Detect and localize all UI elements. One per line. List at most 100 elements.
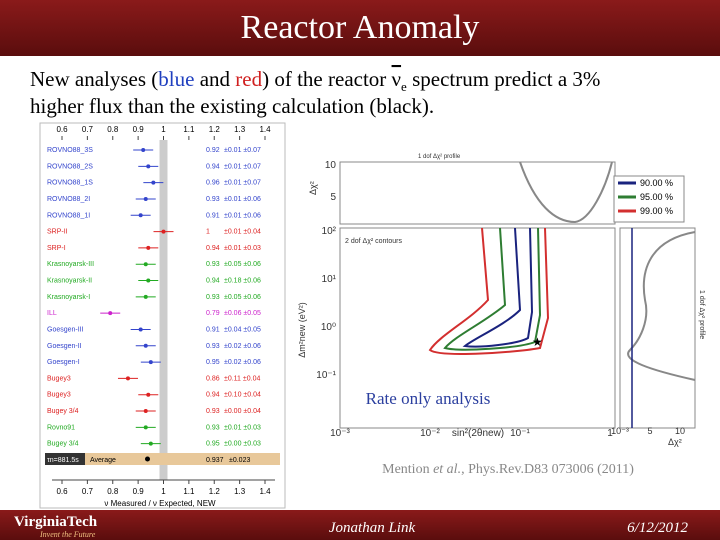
- row-value: 0.86: [206, 375, 220, 382]
- average-value: 0.937: [206, 457, 224, 464]
- profile-curve: [627, 231, 696, 381]
- panel-label: 2 dof Δχ² contours: [345, 238, 402, 245]
- row-value: 0.94: [206, 163, 220, 170]
- body-text: blue: [158, 67, 194, 91]
- x-tick-label: 1: [607, 428, 613, 439]
- data-point: [138, 327, 143, 332]
- plot-frame: [619, 227, 696, 429]
- legend-label: 95.00 %: [640, 192, 673, 202]
- data-point: [146, 245, 151, 250]
- x-axis-label: ν Measured / ν Expected, NEW: [104, 499, 216, 508]
- y-tick-label: 10⁻¹: [316, 370, 336, 381]
- data-point: [143, 294, 148, 299]
- footer-tagline: Invent the Future: [39, 530, 96, 539]
- body-text: higher flux than the existing calculatio…: [30, 94, 376, 118]
- data-point: [143, 425, 148, 430]
- data-point: [141, 148, 146, 152]
- data-point: [143, 343, 148, 348]
- row-value: 0.93: [206, 196, 220, 203]
- row-value: 0.95: [206, 441, 220, 448]
- x-tick-label: 1: [161, 487, 166, 496]
- footer-logo: VirginiaTech: [14, 514, 98, 530]
- row-name: ROVNO88_2S: [47, 163, 93, 170]
- panel-title: 1 dof Δχ² profile: [418, 154, 461, 160]
- data-point: [143, 196, 148, 201]
- data-point: [151, 180, 156, 185]
- body-line-1: New analyses (blue and red) of the react…: [30, 67, 600, 94]
- row-errors: ±0.05 ±0.06: [224, 261, 261, 268]
- x-tick-label: 0.7: [82, 125, 94, 134]
- x-tick-label: 1.1: [183, 487, 195, 496]
- data-point: [161, 229, 166, 234]
- body-text: and: [194, 67, 235, 91]
- data-point: [146, 164, 151, 169]
- data-point: [108, 311, 113, 316]
- row-name: SRP-I: [47, 245, 66, 252]
- row-name: ILL: [47, 310, 57, 317]
- tau-label: τn=881.5s: [47, 457, 79, 464]
- row-name: Goesgen-I: [47, 359, 80, 366]
- x-tick-label: 0.7: [82, 487, 94, 496]
- body-text: black: [376, 94, 422, 118]
- body-text: New analyses (: [30, 67, 158, 91]
- x-tick-label: 0.9: [133, 487, 145, 496]
- x-tick-label: 1.4: [259, 487, 271, 496]
- average-band: [45, 453, 280, 465]
- x-tick-label: 1.4: [259, 125, 271, 134]
- chi-label: Δχ²: [308, 181, 318, 195]
- y-tick-label: 5: [330, 192, 336, 203]
- plot-frame: [339, 227, 616, 429]
- footer-author: Jonathan Link: [329, 520, 416, 536]
- row-name: Goesgen-III: [47, 326, 84, 333]
- row-name: SRP-II: [47, 229, 68, 236]
- x-tick-label: 5: [647, 426, 652, 436]
- data-point: [146, 392, 151, 397]
- citation: Mention et al., Phys.Rev.D83 073006 (201…: [382, 462, 634, 477]
- data-point: [148, 441, 153, 446]
- row-value: 0.94: [206, 245, 220, 252]
- row-errors: ±0.01 ±0.06: [224, 196, 261, 203]
- title-bar: [0, 0, 720, 56]
- data-point: [138, 213, 143, 218]
- best-fit: ★: [532, 335, 543, 349]
- x-tick-label: 1: [161, 125, 166, 134]
- row-name: ROVNO88_1S: [47, 180, 93, 187]
- row-value: 0.93: [206, 408, 220, 415]
- tau-box: [45, 453, 85, 465]
- row-name: Bugey3: [47, 375, 71, 382]
- side-label: 1 dof Δχ² profile: [698, 290, 705, 339]
- row-errors: ±0.02 ±0.06: [224, 343, 261, 350]
- row-name: ROVNO88_3S: [47, 147, 93, 154]
- x-tick-label: 0.8: [107, 487, 119, 496]
- citation-text: Mention: [382, 462, 433, 477]
- y-axis-label: Δm²new (eV²): [297, 302, 307, 358]
- row-errors: ±0.00 ±0.03: [224, 441, 261, 448]
- row-value: 0.94: [206, 392, 220, 399]
- legend-label: 99.00 %: [640, 206, 673, 216]
- x-axis-label: sin²(2θnew): [452, 428, 504, 439]
- row-errors: ±0.05 ±0.06: [224, 294, 261, 301]
- slide-title: Reactor Anomaly: [241, 9, 480, 46]
- x-tick-label: 0.6: [56, 487, 68, 496]
- row-name: Bugey3: [47, 392, 71, 399]
- body-text: ).: [422, 94, 434, 118]
- row-name: Rovno91: [47, 424, 75, 431]
- citation-text: et al.: [433, 462, 461, 477]
- row-value: 0.96: [206, 180, 220, 187]
- contour: [443, 227, 542, 351]
- row-errors: ±0.01 ±0.07: [224, 147, 261, 154]
- annotation: Rate only analysis: [366, 389, 491, 408]
- x-tick-label: 0.9: [133, 125, 145, 134]
- row-name: Krasnoyarsk-I: [47, 294, 90, 301]
- row-errors: ±0.10 ±0.04: [224, 392, 261, 399]
- row-errors: ±0.00 ±0.04: [224, 408, 261, 415]
- row-value: 0.93: [206, 294, 220, 301]
- x-tick-label: 10: [675, 426, 685, 436]
- data-point: [148, 360, 153, 365]
- body-text: ν: [392, 67, 402, 91]
- row-value: 0.91: [206, 212, 220, 219]
- row-value: 0.91: [206, 326, 220, 333]
- right-figure: ★ 1 dof Δχ² profile 2 dof Δχ² contours 1 d…: [292, 150, 710, 447]
- left-figure: 0.60.60.70.70.80.80.90.9111.11.11.21.21.…: [39, 122, 286, 509]
- chi-label: Δχ²: [668, 437, 682, 447]
